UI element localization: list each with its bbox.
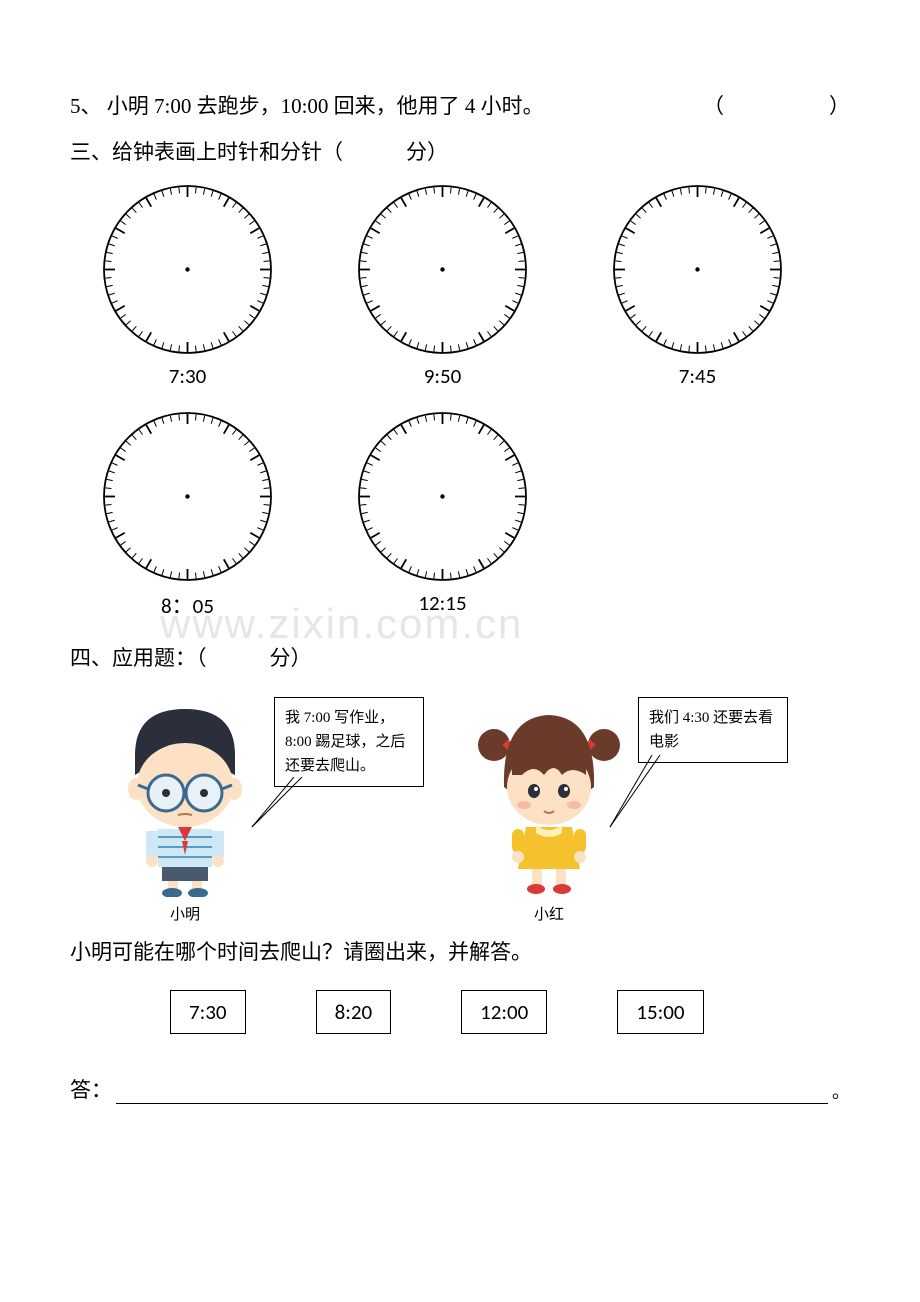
clock-label: 9:50 bbox=[424, 363, 462, 389]
boy-speech-bubble: 我 7:00 写作业，8:00 踢足球，之后还要去爬山。 bbox=[274, 697, 424, 787]
characters-row: 小明 我 7:00 写作业，8:00 踢足球，之后还要去爬山。 bbox=[100, 697, 850, 924]
true-false-paren[interactable]: （ ） bbox=[703, 88, 850, 126]
clock-face-icon[interactable] bbox=[355, 409, 530, 584]
section-4-question: 小明可能在哪个时间去爬山？请圈出来，并解答。 bbox=[70, 934, 850, 972]
girl-bubble-text: 我们 4:30 还要去看电影 bbox=[649, 710, 773, 750]
time-option[interactable]: 12:00 bbox=[461, 990, 547, 1034]
time-options: 7:30 8:20 12:00 15:00 bbox=[170, 990, 850, 1034]
answer-row: 答： 。 bbox=[70, 1074, 850, 1104]
clock-item: 9:50 bbox=[355, 182, 530, 389]
bubble-tail-icon bbox=[244, 777, 304, 837]
clock-item: 7:45 bbox=[610, 182, 785, 389]
clock-item: 12:15 bbox=[355, 409, 530, 620]
section-3-heading: 三、给钟表画上时针和分针（ 分） bbox=[70, 134, 850, 172]
time-option[interactable]: 8:20 bbox=[316, 990, 392, 1034]
answer-blank[interactable] bbox=[116, 1075, 828, 1104]
clocks-row-1: 7:30 9:50 7:45 bbox=[100, 182, 850, 389]
clock-label: 12:15 bbox=[418, 590, 466, 616]
boy-bubble-text: 我 7:00 写作业，8:00 踢足球，之后还要去爬山。 bbox=[285, 710, 405, 774]
clock-face-icon[interactable] bbox=[100, 182, 275, 357]
section-4-heading: 四、应用题：（ 分） bbox=[70, 640, 850, 678]
girl-speech-bubble: 我们 4:30 还要去看电影 bbox=[638, 697, 788, 763]
girl-name: 小红 bbox=[534, 903, 564, 924]
clock-item: 7:30 bbox=[100, 182, 275, 389]
boy-name: 小明 bbox=[170, 903, 200, 924]
bubble-tail-icon bbox=[604, 755, 664, 835]
clock-face-icon[interactable] bbox=[610, 182, 785, 357]
clock-face-icon[interactable] bbox=[355, 182, 530, 357]
question-number: 5、 bbox=[70, 94, 102, 118]
question-text: 小明 7:00 去跑步，10:00 回来，他用了 4 小时。 bbox=[107, 94, 544, 118]
answer-label: 答： bbox=[70, 1074, 112, 1104]
clock-item: 8：05 bbox=[100, 409, 275, 620]
clock-label: 8：05 bbox=[161, 590, 214, 620]
question-5: 5、 小明 7:00 去跑步，10:00 回来，他用了 4 小时。 （ ） bbox=[70, 88, 850, 126]
clocks-row-2: 8：05 12:15 bbox=[100, 409, 850, 620]
time-option[interactable]: 7:30 bbox=[170, 990, 246, 1034]
clock-label: 7:45 bbox=[679, 363, 717, 389]
clock-face-icon[interactable] bbox=[100, 409, 275, 584]
clock-label: 7:30 bbox=[169, 363, 207, 389]
answer-period: 。 bbox=[832, 1078, 850, 1104]
time-option[interactable]: 15:00 bbox=[617, 990, 703, 1034]
